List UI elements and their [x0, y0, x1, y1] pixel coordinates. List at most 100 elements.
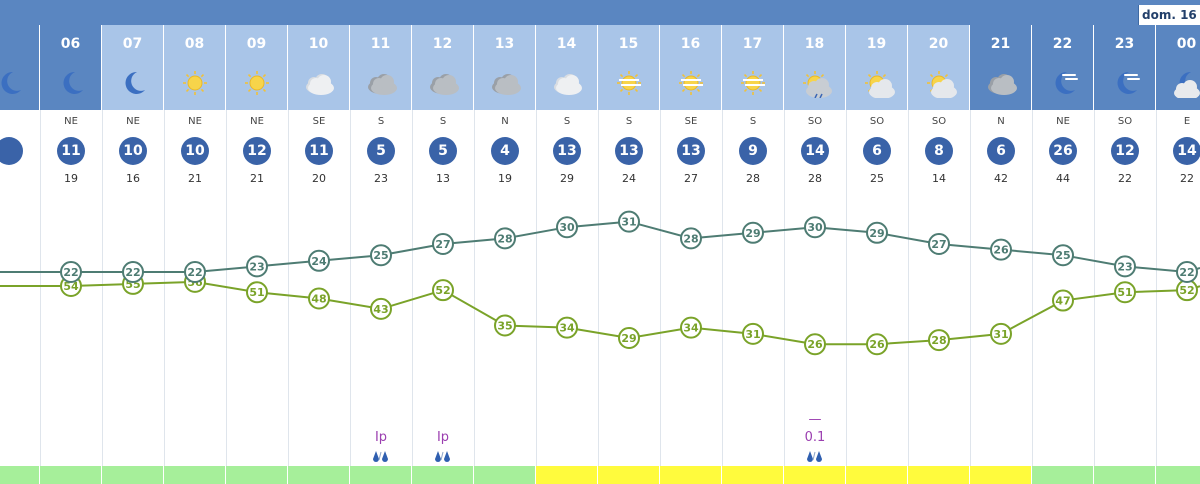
hour-cell: 00 — [1156, 25, 1200, 110]
comfort-strip-cell — [288, 466, 350, 484]
hour-cell: 15 — [598, 25, 660, 110]
humidity-value: 55 — [125, 278, 140, 291]
hour-label: 14 — [556, 36, 577, 52]
humidity-value: 34 — [559, 322, 575, 335]
wind-gust: 25 — [870, 172, 884, 185]
dark-cloud-icon — [429, 74, 459, 95]
temperature-point: 31 — [618, 210, 640, 233]
temperature-value: 28 — [497, 232, 512, 245]
humidity-value: 54 — [63, 280, 79, 293]
hour-cell: 09 — [226, 25, 288, 110]
column-divider — [846, 110, 847, 466]
moon-icon — [1, 71, 21, 94]
hour-label: 10 — [308, 36, 329, 52]
wind-direction: SO — [807, 116, 823, 127]
column-divider — [164, 110, 165, 466]
wind-speed-badge: 13 — [677, 137, 705, 165]
humidity-value: 51 — [249, 286, 264, 299]
humidity-point: 31 — [742, 322, 764, 345]
comfort-strip-cell — [474, 466, 536, 484]
sun-icon — [244, 71, 269, 95]
wind-gust: 19 — [64, 172, 78, 185]
hour-cell: 19 — [846, 25, 908, 110]
humidity-point: 47 — [1052, 289, 1074, 312]
temperature-value: 27 — [931, 238, 946, 251]
wind-gust: 19 — [498, 172, 512, 185]
precipitation-value: 0.1 — [804, 430, 826, 445]
sun-cloud-icon — [926, 71, 957, 98]
hour-label: 15 — [618, 36, 639, 52]
sun-rain-icon — [802, 71, 832, 98]
hour-cell: 18 — [784, 25, 846, 110]
wind-direction: NE — [1056, 116, 1070, 127]
column-divider — [1094, 110, 1095, 466]
temperature-value: 22 — [187, 266, 202, 279]
dark-cloud-icon — [491, 74, 521, 95]
humidity-value: 26 — [869, 338, 885, 351]
wind-speed-badge: 9 — [739, 137, 767, 165]
wind-speed-badge: 13 — [615, 137, 643, 165]
wind-speed-badge: 4 — [491, 137, 519, 165]
humidity-point: 28 — [928, 329, 950, 352]
column-divider — [350, 110, 351, 466]
wind-gust: 20 — [312, 172, 326, 185]
wind-speed-badge: 13 — [553, 137, 581, 165]
column-divider — [474, 110, 475, 466]
humidity-value: 26 — [807, 338, 823, 351]
temperature-point: 27 — [432, 233, 454, 255]
comfort-strip — [0, 466, 1200, 484]
humidity-point: 31 — [990, 322, 1012, 345]
wind-speed-badge: 11 — [305, 137, 333, 165]
hour-cell: 23 — [1094, 25, 1156, 110]
wind-direction: N — [997, 116, 1005, 127]
wind-gust: 22 — [1180, 172, 1194, 185]
wind-direction: S — [625, 116, 633, 127]
wind-direction: SO — [931, 116, 947, 127]
hour-cell: 08 — [164, 25, 226, 110]
humidity-point: 29 — [618, 327, 640, 349]
temperature-point: 22 — [122, 261, 144, 283]
humidity-value: 51 — [1117, 286, 1132, 299]
wind-direction: NE — [64, 116, 78, 127]
wind-speed-badge: 8 — [925, 137, 953, 165]
wind-gust: 24 — [622, 172, 636, 185]
humidity-point: 34 — [556, 316, 578, 339]
wind-direction: SE — [684, 116, 698, 127]
temperature-value: 25 — [373, 249, 388, 262]
column-divider — [412, 110, 413, 466]
temperature-point: 23 — [246, 255, 268, 278]
temperature-point: 22 — [60, 261, 82, 283]
column-divider — [1032, 110, 1033, 466]
wind-direction: SO — [1117, 116, 1133, 127]
temperature-point: 25 — [370, 244, 392, 267]
hour-cell: 06 — [40, 25, 102, 110]
temperature-point: 29 — [866, 221, 888, 244]
wind-gust: 28 — [808, 172, 822, 185]
rain-drops-icon — [807, 451, 822, 462]
temperature-point: 25 — [1052, 244, 1074, 267]
humidity-point: 26 — [866, 333, 888, 356]
dark-cloud-icon — [987, 74, 1017, 95]
temperature-value: 25 — [1055, 249, 1070, 262]
comfort-strip-cell — [970, 466, 1032, 484]
precip-mark: — — [808, 412, 822, 427]
wind-direction: SO — [869, 116, 885, 127]
temperature-value: 23 — [249, 260, 264, 273]
humidity-value: 31 — [745, 328, 760, 341]
hour-label: 23 — [1114, 36, 1135, 52]
temperature-value: 23 — [1117, 260, 1132, 273]
hour-cell — [0, 25, 40, 110]
temperature-point: 24 — [308, 249, 330, 272]
comfort-strip-cell — [1094, 466, 1156, 484]
wind-gust: 13 — [436, 172, 450, 185]
wind-speed-badge: 12 — [1111, 137, 1139, 165]
humidity-point: 35 — [494, 314, 516, 337]
temperature-value: 28 — [683, 232, 698, 245]
precipitation-value: Ip — [436, 430, 450, 445]
wind-speed-badge: 10 — [119, 137, 147, 165]
cloud-icon — [553, 74, 582, 95]
wind-direction: NE — [188, 116, 202, 127]
temperature-value: 22 — [63, 266, 78, 279]
comfort-strip-cell — [102, 466, 164, 484]
humidity-line — [0, 280, 1200, 346]
